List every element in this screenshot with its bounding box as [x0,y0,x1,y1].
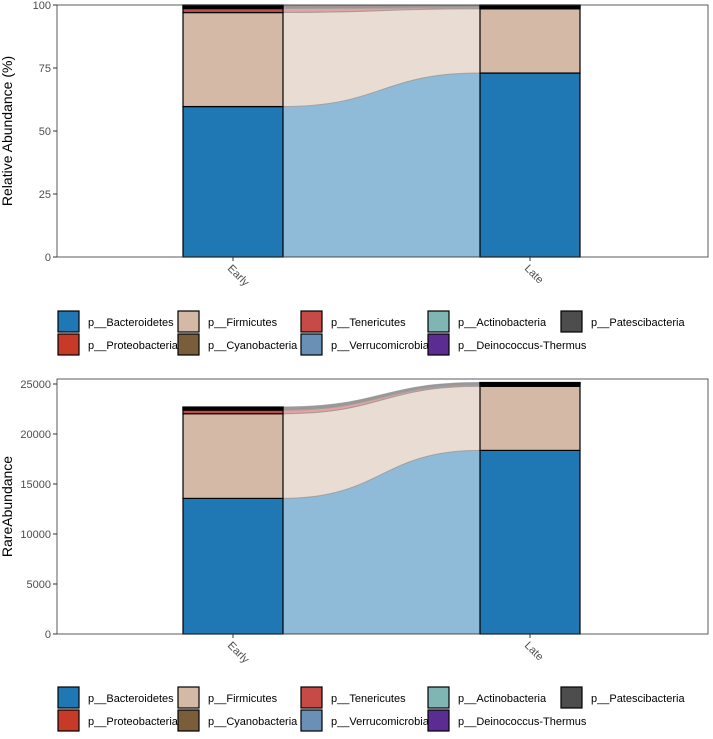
legend-item-p__Patescibacteria: p__Patescibacteria [561,311,685,332]
x-tick-label-Late: Late [522,263,546,287]
legend-swatch [301,710,322,731]
legend-item-p__Verrucomicrobia: p__Verrucomicrobia [301,710,430,731]
legend-swatch [428,710,449,731]
bar-Early-p__Firmicutes [183,414,283,499]
legend-item-p__Bacteroidetes: p__Bacteroidetes [58,687,174,708]
bar-Late-p__Firmicutes [480,386,580,450]
y-tick-label: 20000 [20,429,51,441]
y-tick-label: 100 [33,0,51,12]
legend-item-p__Cyanobacteria: p__Cyanobacteria [178,710,298,731]
y-tick-label: 25 [39,189,51,201]
legend-swatch [178,687,199,708]
legend-swatch [301,687,322,708]
legend-swatch [178,334,199,355]
legend-label: p__Actinobacteria [458,693,547,705]
legend-item-p__Actinobacteria: p__Actinobacteria [428,311,547,332]
y-tick-label: 0 [45,629,51,641]
y-axis-label: Relative Abundance (%) [0,56,15,206]
legend-swatch [428,334,449,355]
chart-panel-1: 0 25 50 75 100 Early Late Relative Abundance (%… [0,0,708,355]
legend-label: p__Cyanobacteria [208,716,298,728]
legend-swatch [178,311,199,332]
legend-label: p__Proteobacteria [88,716,179,728]
bar-Early-p__Firmicutes [183,13,283,107]
bar-Late-p__Firmicutes [480,9,580,73]
legend-label: p__Firmicutes [208,317,278,329]
legend: p__Bacteroidetes p__Firmicutes p__Tenericu… [58,687,685,731]
y-tick-label: 0 [45,252,51,264]
legend-item-p__Proteobacteria: p__Proteobacteria [58,710,179,731]
legend-swatch [301,334,322,355]
bar-Late-p__Bacteroidetes [480,450,580,634]
legend-label: p__Proteobacteria [88,340,179,352]
legend-swatch [58,687,79,708]
legend-swatch [178,710,199,731]
legend-item-p__Firmicutes: p__Firmicutes [178,311,278,332]
legend-item-p__Deinococcus-Thermus: p__Deinococcus-Thermus [428,710,587,731]
legend-label: p__Verrucomicrobia [331,340,430,352]
chart-panel-2: 0 5000 10000 15000 20000 25000 Early Late RareAb… [0,379,708,731]
y-axis-label: RareAbundance [0,456,15,557]
legend-label: p__Patescibacteria [591,693,685,705]
legend-item-p__Bacteroidetes: p__Bacteroidetes [58,311,174,332]
x-tick-label-Early: Early [225,640,252,667]
legend-label: p__Verrucomicrobia [331,716,430,728]
legend-swatch [58,311,79,332]
legend-item-p__Deinococcus-Thermus: p__Deinococcus-Thermus [428,334,587,355]
y-tick-label: 15000 [20,479,51,491]
legend-label: p__Tenericutes [331,317,406,329]
bar-Early-p__Bacteroidetes [183,498,283,634]
legend-label: p__Deinococcus-Thermus [458,716,587,728]
legend-label: p__Bacteroidetes [88,317,174,329]
legend-label: p__Firmicutes [208,693,278,705]
legend-swatch [301,311,322,332]
legend-item-p__Verrucomicrobia: p__Verrucomicrobia [301,334,430,355]
y-tick-label: 25000 [20,379,51,391]
legend-item-p__Actinobacteria: p__Actinobacteria [428,687,547,708]
legend: p__Bacteroidetes p__Firmicutes p__Tenericu… [58,311,685,355]
legend-item-p__Proteobacteria: p__Proteobacteria [58,334,179,355]
y-tick-label: 10000 [20,529,51,541]
legend-item-p__Tenericutes: p__Tenericutes [301,311,406,332]
bar-Late-p__Bacteroidetes [480,73,580,257]
legend-swatch [58,334,79,355]
legend-label: p__Bacteroidetes [88,693,174,705]
legend-swatch [428,311,449,332]
y-tick-label: 75 [39,63,51,75]
x-tick-label-Early: Early [225,263,252,290]
legend-label: p__Cyanobacteria [208,340,298,352]
y-tick-label: 50 [39,126,51,138]
legend-swatch [58,710,79,731]
y-tick-label: 5000 [27,579,51,591]
x-tick-label-Late: Late [522,640,546,664]
legend-swatch [561,687,582,708]
legend-swatch [428,687,449,708]
legend-item-p__Tenericutes: p__Tenericutes [301,687,406,708]
bar-Early-p__Tenericutes [183,9,283,13]
bar-Early-p__Bacteroidetes [183,107,283,257]
legend-label: p__Actinobacteria [458,317,547,329]
legend-item-p__Firmicutes: p__Firmicutes [178,687,278,708]
legend-label: p__Deinococcus-Thermus [458,340,587,352]
legend-item-p__Cyanobacteria: p__Cyanobacteria [178,334,298,355]
legend-label: p__Patescibacteria [591,317,685,329]
legend-label: p__Tenericutes [331,693,406,705]
legend-item-p__Patescibacteria: p__Patescibacteria [561,687,685,708]
legend-swatch [561,311,582,332]
